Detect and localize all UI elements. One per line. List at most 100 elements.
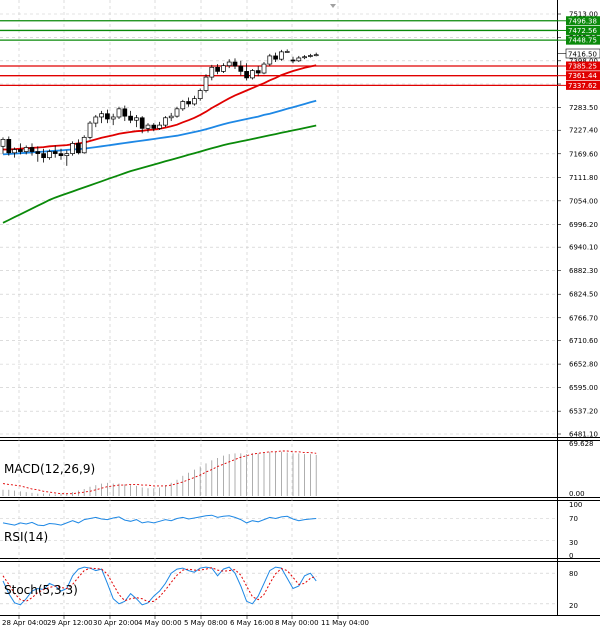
level-tag-4	[566, 71, 600, 81]
candle-body-45	[261, 63, 267, 74]
candle-17	[99, 110, 104, 124]
candle-52	[302, 55, 307, 60]
candle-body-6	[35, 151, 41, 154]
candle-body-19	[110, 116, 116, 120]
candle-13	[76, 139, 81, 155]
candle-34	[197, 88, 203, 101]
macd-panel	[2, 450, 317, 496]
candle-7	[41, 148, 46, 163]
macd-tick-zero: 0.00	[569, 490, 585, 498]
candle-body-28	[163, 117, 168, 126]
candle-6	[35, 146, 41, 162]
candle-body-31	[180, 101, 186, 110]
candle-body-15	[87, 122, 93, 138]
level-tag-label-1: 7472.56	[568, 27, 597, 35]
candle-8	[47, 149, 52, 160]
price-tick-label-14: 6710.60	[569, 337, 598, 345]
candle-body-25	[145, 124, 151, 129]
candle-46	[267, 53, 273, 67]
candle-body-51	[296, 57, 302, 62]
candle-35	[203, 74, 209, 93]
stoch-tick-20: 20	[569, 602, 578, 610]
candle-body-41	[238, 65, 244, 72]
macd-label: MACD(12,26,9)	[4, 462, 95, 476]
time-tick-label-2: 30 Apr 20:00	[93, 619, 139, 627]
level-tag-label-5: 7337.62	[568, 82, 597, 90]
stoch-panel	[0, 566, 557, 606]
candle-body-10	[58, 153, 64, 156]
candle-body-33	[192, 98, 197, 105]
stoch-d-line	[2, 567, 317, 603]
candle-body-50	[290, 59, 296, 62]
candle-25	[145, 123, 151, 133]
candle-18	[105, 109, 110, 124]
level-tags: 7496.38 7472.56 7448.75 7385.25 7361.44 7337.…	[557, 16, 600, 90]
candle-body-54	[313, 54, 319, 57]
time-tick-label-5: 6 May 16:00	[230, 619, 274, 627]
candle-body-49	[284, 51, 290, 53]
price-tick-label-0: 7513.00	[569, 11, 598, 19]
candle-29	[168, 112, 174, 122]
candle-body-27	[157, 124, 162, 129]
price-tick-label-11: 6882.30	[569, 267, 598, 275]
candle-body-21	[122, 108, 128, 117]
candle-body-52	[302, 56, 307, 59]
candle-40	[232, 58, 238, 69]
candle-32	[186, 97, 191, 107]
candle-11	[64, 150, 70, 166]
candle-47	[273, 52, 278, 63]
candle-body-5	[29, 147, 35, 152]
candle-body-7	[41, 153, 46, 159]
candle-body-18	[105, 113, 110, 120]
level-tag-0	[566, 16, 600, 26]
time-axis: 28 Apr 04:00 29 Apr 12:00 30 Apr 20:00 4 Ma…	[2, 616, 369, 627]
level-tag-label-2: 7448.75	[568, 37, 597, 45]
rsi-tick-30: 30	[569, 539, 578, 547]
time-tick-label-4: 5 May 08:00	[184, 619, 228, 627]
candle-45	[261, 62, 267, 75]
candle-19	[110, 113, 116, 126]
price-tick-label-2: 7398.00	[569, 57, 598, 65]
level-tag-1	[566, 25, 600, 35]
price-tick-label-5: 7227.40	[569, 127, 598, 135]
candle-1	[6, 136, 12, 156]
price-tick-label-7: 7111.80	[569, 174, 598, 182]
rsi-panel	[0, 514, 557, 541]
level-tag-label-0: 7496.38	[568, 17, 597, 25]
time-tick-label-3: 4 May 00:00	[138, 619, 182, 627]
candle-15	[87, 121, 93, 140]
level-tag-3	[566, 61, 600, 71]
candle-body-13	[76, 143, 81, 154]
candle-39	[226, 59, 232, 69]
rsi-tick-70: 70	[569, 515, 578, 523]
candle-20	[116, 106, 122, 120]
price-tick-label-8: 7054.00	[569, 197, 598, 205]
candle-9	[52, 145, 58, 158]
candle-41	[238, 60, 244, 76]
stoch-tick-80: 80	[569, 570, 578, 578]
price-tick-label-12: 6824.50	[569, 291, 598, 299]
candle-body-8	[47, 151, 52, 159]
candle-body-20	[116, 108, 122, 118]
candle-body-0	[0, 139, 6, 147]
price-levels	[0, 20, 557, 87]
rsi-tick-100: 100	[569, 501, 582, 509]
time-tick-label-6: 8 May 00:00	[275, 619, 319, 627]
price-tick-label-13: 6766.70	[569, 314, 598, 322]
candle-23	[134, 114, 139, 128]
candle-body-53	[308, 55, 313, 57]
candle-body-17	[99, 113, 104, 118]
candle-body-35	[203, 76, 209, 91]
level-tag-5	[566, 80, 600, 90]
candle-body-1	[6, 139, 12, 154]
candle-12	[70, 141, 75, 156]
candle-body-14	[81, 136, 87, 154]
scroll-marker-icon[interactable]	[330, 4, 336, 8]
candle-5	[29, 143, 35, 156]
candle-body-47	[273, 55, 278, 60]
macd-signal-line	[2, 450, 317, 495]
candle-body-43	[250, 70, 255, 79]
candle-body-11	[64, 153, 70, 156]
candle-4	[23, 145, 29, 155]
